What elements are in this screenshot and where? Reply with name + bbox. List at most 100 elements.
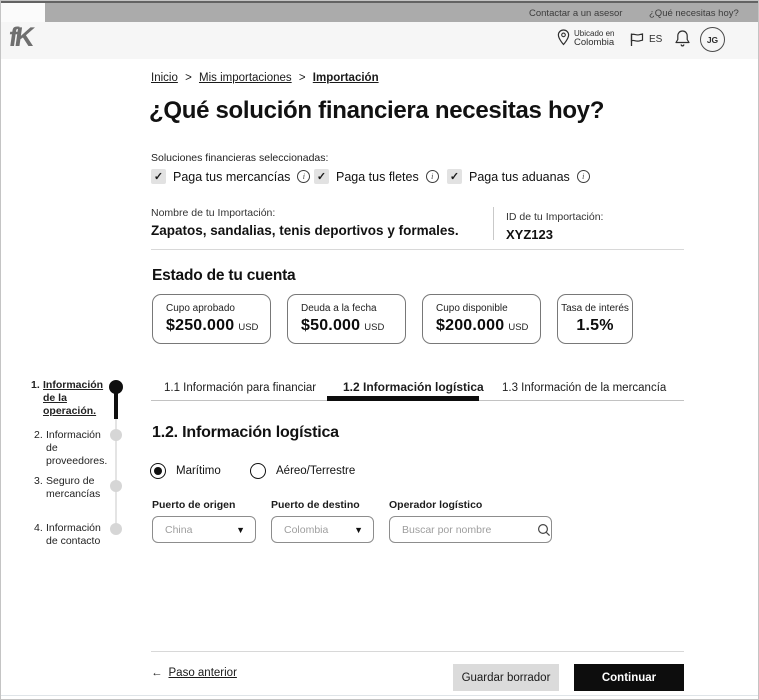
checkbox[interactable]: ✓ (151, 169, 166, 184)
location-indicator: Ubicado en Colombia (557, 29, 614, 49)
language-label: ES (649, 34, 663, 45)
checkbox[interactable]: ✓ (314, 169, 329, 184)
radio-circle[interactable] (150, 463, 166, 479)
checkbox-item-aduanas[interactable]: ✓ Paga tus aduanas i (447, 169, 590, 184)
step-label: Información de proveedores. (46, 429, 108, 468)
divider (151, 651, 684, 652)
stepper-item-contacto[interactable]: 4. Información de contacto (34, 522, 114, 548)
step-number: 3. (34, 475, 43, 487)
card-tasa-interes: Tasa de interés 1.5% (557, 294, 633, 344)
import-id-value: XYZ123 (506, 227, 553, 242)
card-label: Cupo disponible (436, 303, 508, 314)
info-icon[interactable]: i (297, 170, 311, 183)
contact-advisor-link[interactable]: Contactar a un asesor (529, 8, 623, 19)
select-puerto-origen[interactable]: China ▼ (152, 516, 256, 543)
checkbox[interactable]: ✓ (447, 169, 462, 184)
check-icon: ✓ (316, 171, 327, 183)
select-value: China (165, 523, 193, 536)
location-pin-icon (557, 29, 570, 49)
page-title: ¿Qué solución financiera necesitas hoy? (149, 97, 605, 124)
search-icon (537, 523, 551, 537)
card-cupo-aprobado: Cupo aprobado $250.000 USD (152, 294, 271, 344)
checkbox-item-fletes[interactable]: ✓ Paga tus fletes i (314, 169, 439, 184)
select-value: Colombia (284, 523, 329, 536)
tab-informacion-mercancia[interactable]: 1.3 Información de la mercancía (502, 382, 667, 394)
info-icon[interactable]: i (576, 170, 590, 183)
language-selector[interactable]: ES (629, 32, 662, 47)
radio-maritimo[interactable]: Marítimo (150, 463, 221, 479)
field-label-operador-logistico: Operador logístico (389, 499, 483, 511)
section-title: 1.2. Información logística (152, 424, 339, 441)
tab-informacion-logistica[interactable]: 1.2 Información logística (343, 380, 484, 394)
step-label: Información de contacto (46, 522, 101, 548)
logo[interactable]: fK (6, 22, 34, 52)
save-draft-button[interactable]: Guardar borrador (453, 664, 559, 691)
notifications-button[interactable] (674, 29, 691, 48)
previous-step-link[interactable]: ← Paso anterior (151, 667, 237, 679)
step-number: 1. (31, 379, 40, 391)
field-label-puerto-origen: Puerto de origen (152, 499, 236, 511)
what-do-you-need-link[interactable]: ¿Qué necesitas hoy? (649, 8, 739, 19)
step-number: 2. (34, 429, 43, 441)
stepper-item-proveedores[interactable]: 2. Información de proveedores. (34, 429, 114, 468)
location-line1: Ubicado en (574, 29, 615, 38)
import-name-value: Zapatos, sandalias, tenis deportivos y f… (151, 223, 459, 238)
step-label: Seguro de mercancías (46, 475, 101, 501)
field-label-puerto-destino: Puerto de destino (271, 499, 360, 511)
radio-aereo-terrestre[interactable]: Aéreo/Terrestre (250, 463, 355, 479)
bell-icon (674, 29, 691, 48)
bottom-border (1, 695, 758, 696)
stepper-item-seguro[interactable]: 3. Seguro de mercancías (34, 475, 114, 501)
card-unit: USD (364, 322, 385, 333)
location-text: Ubicado en Colombia (574, 29, 614, 49)
solutions-label: Soluciones financieras seleccionadas: (151, 152, 329, 164)
info-icon[interactable]: i (425, 170, 439, 183)
checkbox-label: Paga tus aduanas (469, 169, 570, 184)
radio-circle[interactable] (250, 463, 266, 479)
select-puerto-destino[interactable]: Colombia ▼ (271, 516, 374, 543)
checkbox-label: Paga tus mercancías (173, 169, 291, 184)
card-label: Tasa de interés (561, 303, 629, 314)
account-status-title: Estado de tu cuenta (152, 267, 296, 284)
import-name-label: Nombre de tu Importación: (151, 207, 276, 219)
card-unit: USD (238, 322, 259, 333)
flag-icon (629, 32, 645, 47)
chevron-down-icon: ▼ (354, 524, 363, 535)
search-operador-logistico[interactable] (389, 516, 552, 543)
vertical-divider (493, 207, 494, 240)
chevron-down-icon: ▼ (236, 524, 245, 535)
card-cupo-disponible: Cupo disponible $200.000 USD (422, 294, 541, 344)
previous-step-label: Paso anterior (168, 667, 237, 679)
checkbox-label: Paga tus fletes (336, 169, 419, 184)
stepper-dot-3 (110, 480, 122, 492)
breadcrumb-separator: > (185, 72, 192, 84)
card-label: Deuda a la fecha (301, 303, 377, 314)
card-label: Cupo aprobado (166, 303, 235, 314)
card-value: $50.000 (301, 317, 361, 334)
search-input[interactable] (402, 523, 537, 536)
stepper-dot-1 (109, 380, 123, 394)
step-number: 4. (34, 522, 43, 534)
tab-informacion-financiar[interactable]: 1.1 Información para financiar (164, 382, 317, 394)
card-value: $250.000 (166, 317, 235, 334)
active-tab-underline (327, 396, 479, 401)
breadcrumb-my-imports[interactable]: Mis importaciones (198, 72, 292, 84)
checkbox-item-mercancias[interactable]: ✓ Paga tus mercancías i (151, 169, 311, 184)
continue-button[interactable]: Continuar (574, 664, 684, 691)
import-id-label: ID de tu Importación: (506, 211, 604, 223)
stepper-dot-2 (110, 429, 122, 441)
stepper-item-operacion[interactable]: 1. Información de la operación. (31, 379, 111, 418)
avatar[interactable]: JG (700, 27, 725, 52)
breadcrumb-separator: > (298, 72, 306, 84)
radio-label: Marítimo (176, 465, 221, 477)
card-unit: USD (508, 322, 529, 333)
step-label: Información de la operación. (43, 379, 104, 418)
radio-label: Aéreo/Terrestre (276, 465, 356, 477)
back-arrow-icon: ← (151, 667, 163, 679)
breadcrumb: Inicio > Mis importaciones > Importación (151, 72, 379, 84)
breadcrumb-current[interactable]: Importación (312, 72, 379, 84)
avatar-initials: JG (706, 34, 719, 45)
breadcrumb-home[interactable]: Inicio (151, 72, 178, 84)
check-icon: ✓ (153, 171, 164, 183)
